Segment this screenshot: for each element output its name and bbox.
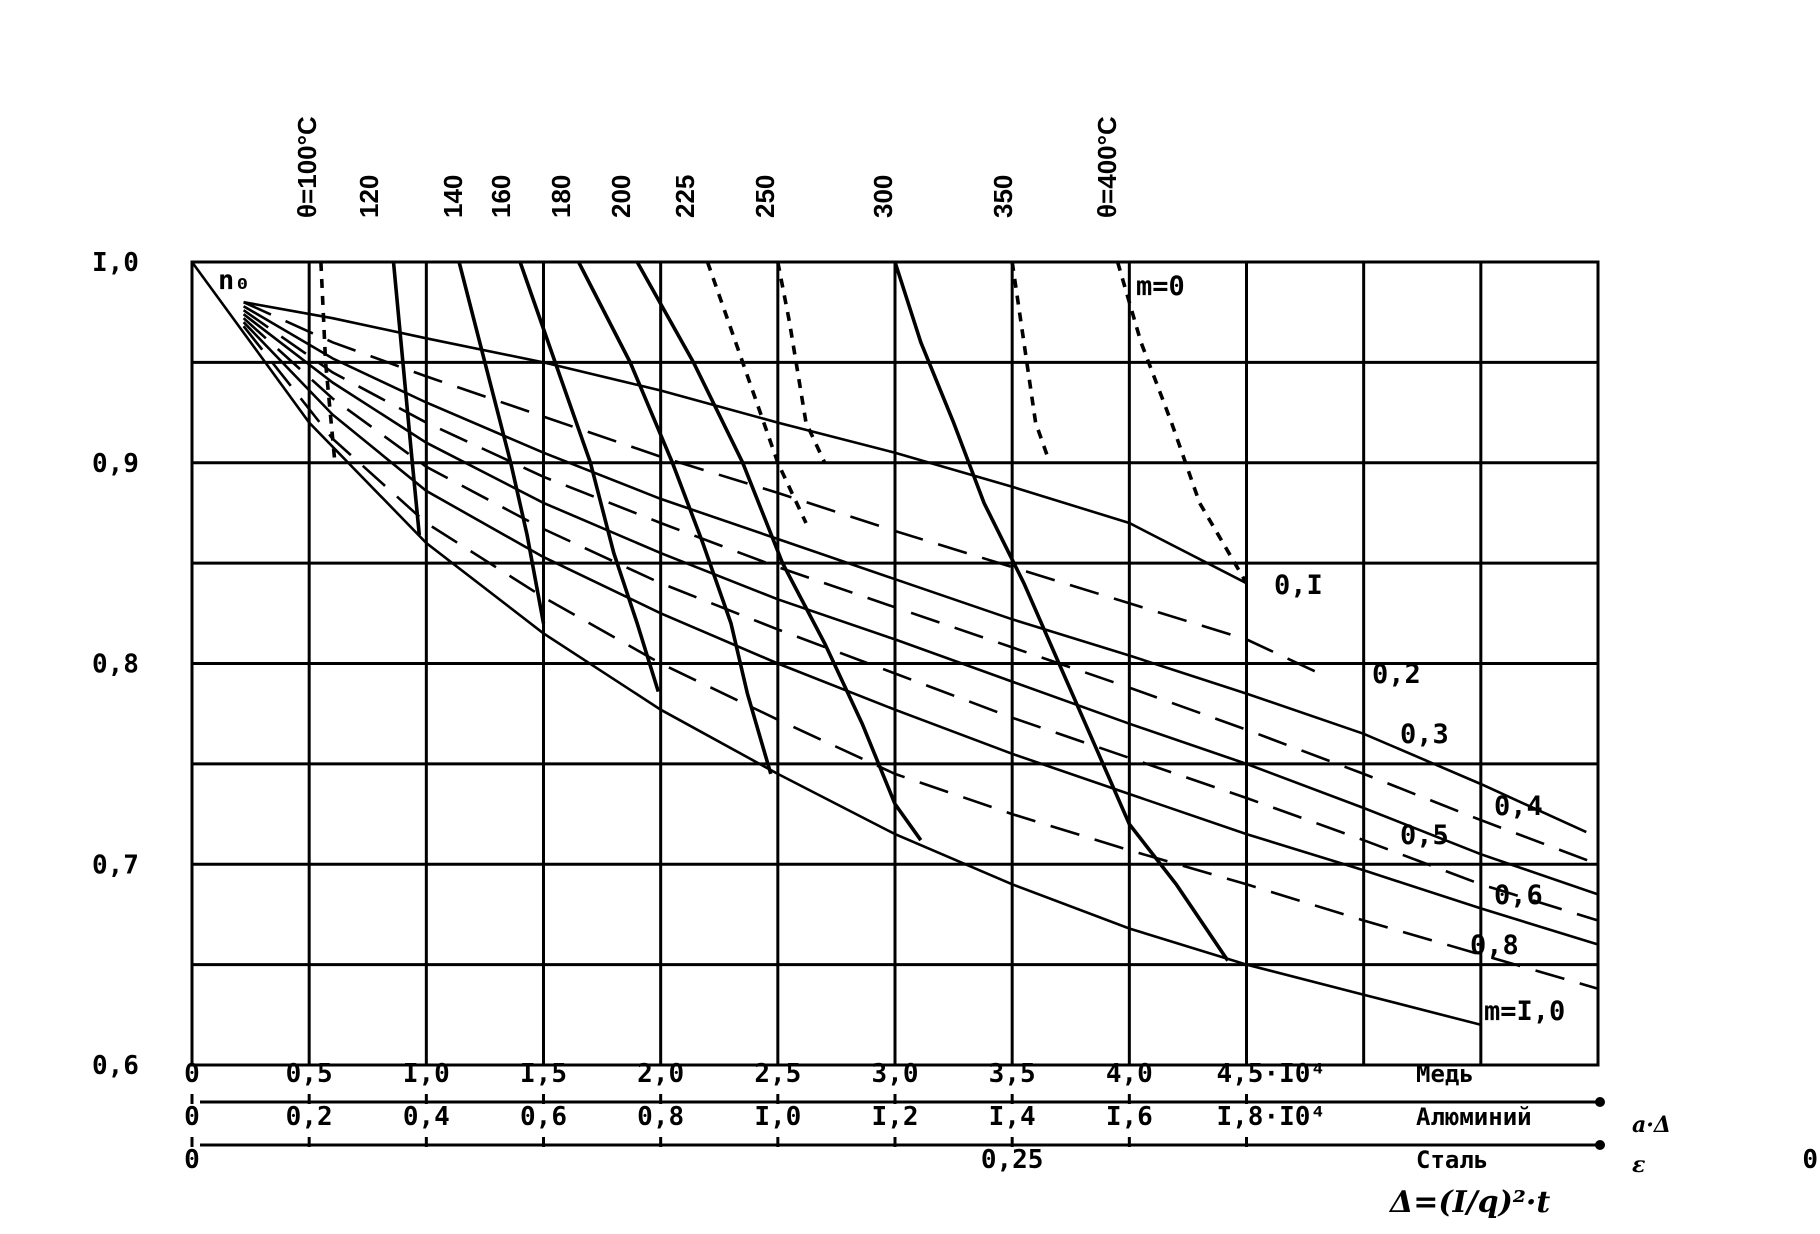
temperature-label: 120 xyxy=(354,175,384,218)
temperature-label: 350 xyxy=(988,175,1018,218)
x-tick-label: 4,5·I0⁴ xyxy=(1217,1059,1327,1089)
x-scale-end-dot xyxy=(1595,1097,1605,1107)
x-tick-label: 0,2 xyxy=(286,1102,333,1132)
m-curve-label: 0,4 xyxy=(1494,791,1543,822)
grid xyxy=(190,260,1600,1067)
curves xyxy=(190,261,1599,1027)
y-axis-ticks: 0,6 0,7 0,8 0,9 I,0 xyxy=(92,248,139,1081)
m-curve-label: 0,3 xyxy=(1400,719,1449,750)
m-curve-label: 0,5 xyxy=(1400,820,1449,851)
m-curve-label: m=0 xyxy=(1136,271,1185,302)
y-tick-label: 0,8 xyxy=(92,650,139,680)
x-tick-label: 3,5 xyxy=(989,1059,1036,1089)
m-curve-8 xyxy=(190,261,1482,1027)
m-curve-3 xyxy=(242,309,1599,866)
temperature-line-1 xyxy=(391,261,422,536)
x-tick-label: I,0 xyxy=(403,1059,450,1089)
x-tick-label: 2,0 xyxy=(637,1059,684,1089)
x-scale-name-aluminium: Алюминий xyxy=(1416,1103,1532,1131)
temperature-label: 250 xyxy=(750,175,780,218)
temperature-line-6 xyxy=(705,261,808,524)
x-tick-label: 4,0 xyxy=(1106,1059,1153,1089)
temperature-line-2 xyxy=(457,261,546,624)
x-tick-label: 0,5 xyxy=(286,1059,333,1089)
temperature-label: 140 xyxy=(438,175,468,218)
x-tick-label: I,8·I0⁴ xyxy=(1217,1102,1327,1132)
x-tick-label: 2,5 xyxy=(754,1059,801,1089)
m-curve-label: 0,2 xyxy=(1372,659,1421,690)
m-curve-1 xyxy=(243,301,1330,679)
m-curve-label: 0,I xyxy=(1274,570,1323,601)
curve-labels: m=0 0,I 0,2 0,3 0,4 0,5 0,6 0,8 m=I,0 θ=100°C 120 1… xyxy=(292,116,1565,1027)
x-tick-label: I,5 xyxy=(520,1059,567,1089)
corner-label: n₀ xyxy=(218,265,251,296)
m-curve-2 xyxy=(242,305,1587,834)
temperature-label: 200 xyxy=(606,175,636,218)
y-tick-label: 0,9 xyxy=(92,449,139,479)
x-tick-label: 0 xyxy=(184,1145,200,1175)
m-curve-label: 0,6 xyxy=(1494,880,1543,911)
right-symbol-a: a·Δ xyxy=(1632,1112,1671,1138)
x-tick-label: 0,8 xyxy=(637,1102,684,1132)
x-tick-label: 0 xyxy=(184,1059,200,1089)
m-curve-5 xyxy=(242,317,1599,922)
x-tick-label: I,0 xyxy=(754,1102,801,1132)
y-tick-label: 0,6 xyxy=(92,1051,139,1081)
x-tick-label: 0,25 xyxy=(981,1145,1044,1175)
x-axis-ticks: 0 0,5 I,0 I,5 2,0 2,5 3,0 3,5 4,0 4,5·I0⁴ 0 0,2 0,4 0… xyxy=(184,1059,1820,1175)
m-curve-7 xyxy=(242,325,1599,990)
temperature-line-4 xyxy=(576,261,773,775)
right-symbol-e: ε xyxy=(1632,1152,1645,1178)
x-tick-label: 0,4 xyxy=(403,1102,450,1132)
temperature-label: 300 xyxy=(868,175,898,218)
temperature-line-10 xyxy=(1115,261,1249,585)
x-tick-label: 3,0 xyxy=(872,1059,919,1089)
temperature-label: 160 xyxy=(486,175,516,218)
temperature-line-8 xyxy=(893,261,1230,962)
x-tick-label: I,6 xyxy=(1106,1102,1153,1132)
m-curve-label: m=I,0 xyxy=(1484,996,1565,1027)
temperature-line-9 xyxy=(1010,261,1052,464)
x-scale-name-steel: Сталь xyxy=(1416,1146,1488,1174)
x-scale-name-copper: Медь xyxy=(1416,1060,1474,1088)
temperature-label: 180 xyxy=(546,175,576,218)
x-scale-end-dot xyxy=(1595,1140,1605,1150)
x-tick-label: I,4 xyxy=(989,1102,1036,1132)
m-curve-6 xyxy=(242,321,1599,946)
x-tick-label: I,2 xyxy=(872,1102,919,1132)
temperature-label: θ=100°C xyxy=(292,116,322,218)
x-tick-label: 0,6 xyxy=(520,1102,567,1132)
temperature-line-3 xyxy=(518,261,661,693)
m-curve-label: 0,8 xyxy=(1470,930,1519,961)
temperature-label: θ=400°C xyxy=(1092,116,1122,218)
x-tick-label: 0,50·I0⁴ xyxy=(1802,1145,1820,1175)
x-axis-formula: Δ=(I/q)²·t xyxy=(1388,1185,1550,1220)
y-tick-label: I,0 xyxy=(92,248,139,278)
y-tick-label: 0,7 xyxy=(92,850,139,880)
m-curve-4 xyxy=(242,313,1599,896)
m-curve-0 xyxy=(243,300,1248,585)
temperature-label: 225 xyxy=(670,175,700,218)
temperature-line-5 xyxy=(635,261,923,842)
x-tick-label: 0 xyxy=(184,1102,200,1132)
